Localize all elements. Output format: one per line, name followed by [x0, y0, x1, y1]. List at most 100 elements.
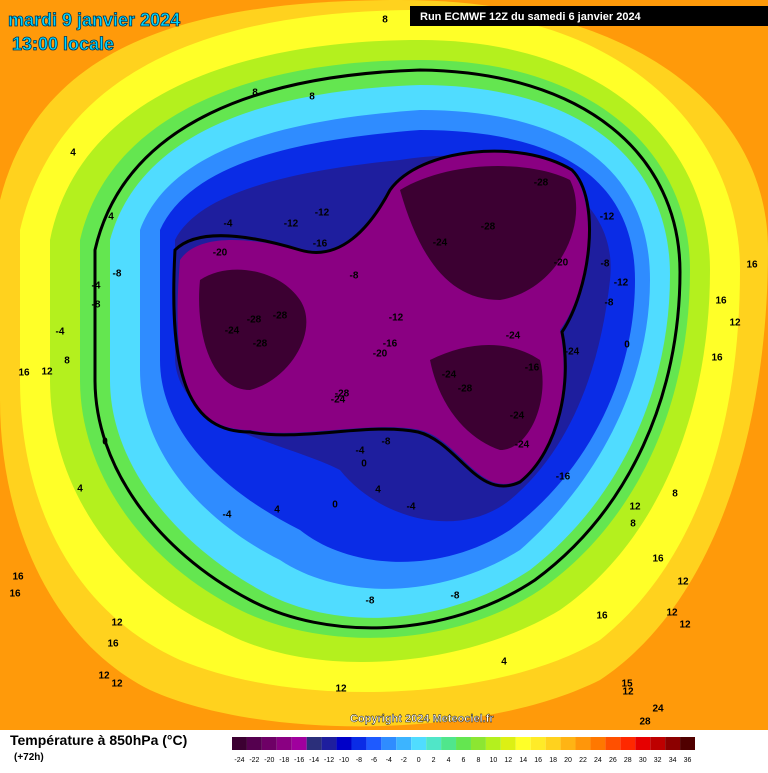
legend-label: -12	[324, 757, 334, 764]
contour-label: 16	[746, 260, 758, 271]
legend-swatch	[246, 737, 262, 750]
contour-label: 16	[711, 353, 723, 364]
contour-label: -16	[313, 239, 328, 250]
contour-label: -12	[614, 278, 629, 289]
legend-label: 34	[669, 757, 677, 764]
contour-label: -28	[335, 389, 350, 400]
legend-swatch	[515, 737, 531, 750]
legend-swatch	[351, 737, 367, 750]
contour-label: 8	[309, 92, 315, 103]
contour-label: -12	[284, 219, 299, 230]
legend-swatch	[291, 737, 307, 750]
contour-label: -28	[253, 339, 268, 350]
legend-label: -10	[339, 757, 349, 764]
contour-label: 16	[596, 611, 608, 622]
legend-swatch	[232, 737, 247, 750]
legend-swatch	[336, 737, 352, 750]
legend-swatch	[441, 737, 457, 750]
contour-label: 4	[108, 212, 114, 223]
contour-label: 12	[622, 687, 634, 698]
contour-label: 4	[274, 505, 280, 516]
contour-label: -8	[113, 269, 122, 280]
copyright: Copyright 2024 Meteociel.fr	[350, 713, 494, 725]
contour-label: 4	[77, 484, 83, 495]
contour-label: 12	[666, 608, 678, 619]
contour-line	[172, 149, 591, 488]
legend-swatch	[530, 737, 546, 750]
legend-label: 0	[417, 757, 421, 764]
legend-label: -18	[279, 757, 289, 764]
contour-label: -28	[534, 178, 549, 189]
contour-label: 4	[70, 148, 76, 159]
legend-swatch	[456, 737, 471, 750]
contour-label: -20	[554, 258, 569, 269]
contour-label: -12	[315, 208, 330, 219]
run-bar	[410, 6, 768, 26]
legend-swatch	[500, 737, 516, 750]
zone-core	[199, 166, 577, 451]
contour-label: -24	[565, 347, 580, 358]
contour-label: 12	[111, 679, 123, 690]
contour-label: -4	[356, 446, 365, 457]
legend-swatch	[381, 737, 397, 750]
contour-label: 12	[335, 684, 347, 695]
contour-label: -4	[56, 327, 65, 338]
legend-swatch	[366, 737, 382, 750]
legend-label: -22	[249, 757, 259, 764]
contour-label: -28	[481, 222, 496, 233]
contour-label: -24	[442, 370, 457, 381]
legend-label: 36	[684, 757, 692, 764]
legend-swatch	[276, 737, 292, 750]
contour-label: -8	[451, 591, 460, 602]
legend-swatch	[261, 737, 277, 750]
contour-label: -8	[382, 437, 391, 448]
contour-label: 0	[332, 500, 338, 511]
contour-label: 12	[729, 318, 741, 329]
legend-swatch	[306, 737, 322, 750]
legend-label: -16	[294, 757, 304, 764]
contour-label: -28	[458, 384, 473, 395]
contour-label: 12	[679, 620, 691, 631]
legend-label: -6	[371, 757, 377, 764]
contour-label: 16	[12, 572, 24, 583]
contour-label: 12	[677, 577, 689, 588]
contour-label: 12	[41, 367, 53, 378]
contour-label: -24	[225, 326, 240, 337]
contour-label: 28	[639, 717, 651, 728]
contour-label: 8	[64, 356, 70, 367]
contour-label: -8	[366, 596, 375, 607]
contour-label: -12	[600, 212, 615, 223]
map-date: mardi 9 janvier 2024	[8, 10, 180, 30]
legend-label: 8	[476, 757, 480, 764]
contour-label: 16	[652, 554, 664, 565]
contour-label: -8	[92, 300, 101, 311]
contour-label: -8	[601, 259, 610, 270]
contour-label: 8	[672, 489, 678, 500]
contour-label: -24	[510, 411, 525, 422]
legend-swatch	[575, 737, 591, 750]
legend-swatch	[411, 737, 427, 750]
legend-swatch	[635, 737, 651, 750]
legend-swatch	[321, 737, 337, 750]
contour-label: -4	[407, 502, 416, 513]
legend-label: 18	[549, 757, 557, 764]
contour-label: -16	[525, 363, 540, 374]
legend-label: -14	[309, 757, 319, 764]
legend-label: -20	[264, 757, 274, 764]
contour-label: 8	[630, 519, 636, 530]
contour-labels: 88 844-4 -12-12-16-20-8-4-8-4 -24-28 -28-28-…	[9, 15, 758, 728]
contour-label: 12	[98, 671, 110, 682]
contour-label: 16	[107, 639, 119, 650]
contour-line	[93, 68, 682, 630]
contour-label: 4	[501, 657, 507, 668]
contour-label: -28	[273, 311, 288, 322]
contour-label: 8	[382, 15, 388, 26]
legend-label: 12	[504, 757, 512, 764]
color-legend: -24 -22 -20 -18 -16 -14 -12 -10 -8 -6 -4 -2 0 2 4 6 8 10 1…	[232, 737, 695, 764]
legend-swatch	[605, 737, 621, 750]
legend-label: 28	[624, 757, 632, 764]
contour-label: -16	[383, 339, 398, 350]
legend-label: 20	[564, 757, 572, 764]
legend-label: 14	[519, 757, 527, 764]
legend-swatch	[560, 737, 576, 750]
